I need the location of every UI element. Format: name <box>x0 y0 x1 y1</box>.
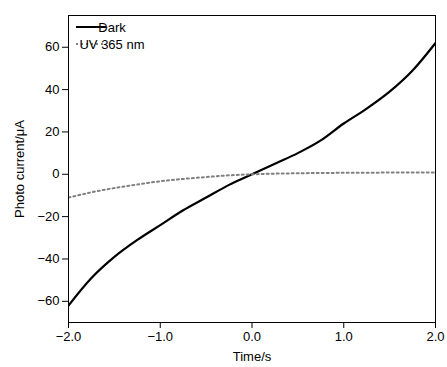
svg-text:2.0: 2.0 <box>426 329 444 344</box>
svg-text:−2.0: −2.0 <box>56 329 82 344</box>
svg-text:60: 60 <box>45 39 59 54</box>
svg-text:0: 0 <box>52 166 59 181</box>
svg-text:Time/s: Time/s <box>233 349 272 364</box>
svg-text:20: 20 <box>45 124 59 139</box>
svg-text:−60: −60 <box>37 293 59 308</box>
svg-text:Dark: Dark <box>98 20 126 35</box>
svg-text:1.0: 1.0 <box>335 329 353 344</box>
svg-text:−1.0: −1.0 <box>147 329 173 344</box>
svg-text:0.0: 0.0 <box>243 329 261 344</box>
svg-text:40: 40 <box>45 82 59 97</box>
svg-text:Photo current/μA: Photo current/μA <box>12 120 27 218</box>
svg-text:UV 365 nm: UV 365 nm <box>79 37 144 52</box>
svg-text:−40: −40 <box>37 251 59 266</box>
svg-text:−20: −20 <box>37 209 59 224</box>
